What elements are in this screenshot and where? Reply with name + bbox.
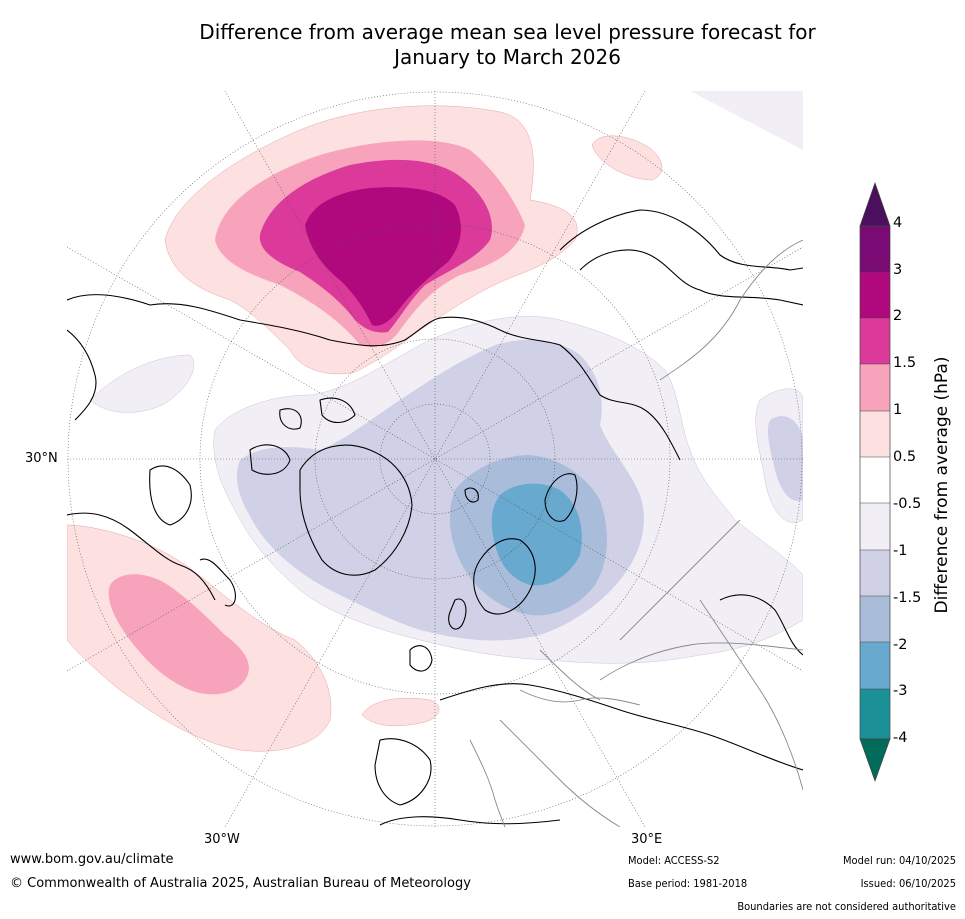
title-line-2: January to March 2026 <box>394 45 621 69</box>
colorbar-bin-neg2-neg3 <box>860 642 890 689</box>
colorbar-tick-1: 1 <box>893 402 903 418</box>
colorbar-tick-neg1: -1 <box>893 543 908 559</box>
anomaly-negative-ne-corner <box>690 91 803 150</box>
graticule <box>67 91 803 827</box>
model-text: Model: ACCESS-S2 <box>628 854 720 867</box>
colorbar-bin-neg0.5-neg1 <box>860 503 890 550</box>
copyright-text: © Commonwealth of Australia 2025, Austra… <box>10 876 471 891</box>
colorbar-bin-0.5-1 <box>860 411 890 457</box>
disclaimer-text: Boundaries are not considered authoritat… <box>737 900 956 913</box>
anomaly-negative-2-europe <box>491 483 582 586</box>
colorbar-title: Difference from average (hPa) <box>932 356 952 614</box>
colorbar-bin-1-1.5 <box>860 364 890 411</box>
longitude-label-30w: 30°W <box>204 832 240 847</box>
anomaly-negative-1-east <box>767 416 803 501</box>
colorbar-top-arrow <box>859 181 891 227</box>
anomaly-positive-1-atlantic <box>108 574 249 695</box>
colorbar-tick-neg4: -4 <box>893 730 908 746</box>
country-borders <box>469 239 803 827</box>
colorbar-tick-neg3: -3 <box>893 683 908 699</box>
anomaly-positive-0.5-north <box>591 135 663 181</box>
website-link[interactable]: www.bom.gov.au/climate <box>10 852 174 867</box>
title-line-1: Difference from average mean sea level p… <box>199 20 816 44</box>
anomaly-positive-2-pacific <box>305 187 461 326</box>
chart-title: Difference from average mean sea level p… <box>100 20 915 70</box>
colorbar-bin-neg3-neg4 <box>860 689 890 739</box>
colorbar-tick-4: 4 <box>893 215 903 231</box>
longitude-label-30e: 30°E <box>631 832 663 847</box>
anomaly-positive-0.5-midatlantic <box>361 697 440 727</box>
colorbar-tick-0.5: 0.5 <box>893 449 917 465</box>
colorbar <box>859 181 891 783</box>
colorbar-bin-3-4 <box>860 226 890 272</box>
colorbar-tick-2: 2 <box>893 308 903 324</box>
latitude-label-30n: 30°N <box>25 451 58 466</box>
anomaly-negative-0.5-west <box>89 354 195 413</box>
colorbar-bin-2-3 <box>860 272 890 318</box>
colorbar-tick-neg1.5: -1.5 <box>893 590 922 606</box>
map-area <box>67 91 803 827</box>
colorbar-bin-neg1.5-neg2 <box>860 596 890 642</box>
colorbar-bin-neutral <box>860 457 890 503</box>
issued-text: Issued: 06/10/2025 <box>860 877 956 890</box>
colorbar-tick-neg0.5: -0.5 <box>893 496 922 512</box>
colorbar-tick-neg2: -2 <box>893 637 908 653</box>
colorbar-tick-3: 3 <box>893 262 903 278</box>
colorbar-tick-1.5: 1.5 <box>893 355 917 371</box>
colorbar-bin-neg1-neg1.5 <box>860 550 890 596</box>
base-period-text: Base period: 1981-2018 <box>628 877 748 890</box>
colorbar-bottom-arrow <box>859 738 891 783</box>
colorbar-bin-1.5-2 <box>860 318 890 364</box>
coastlines <box>67 209 803 826</box>
model-run-text: Model run: 04/10/2025 <box>843 854 956 867</box>
